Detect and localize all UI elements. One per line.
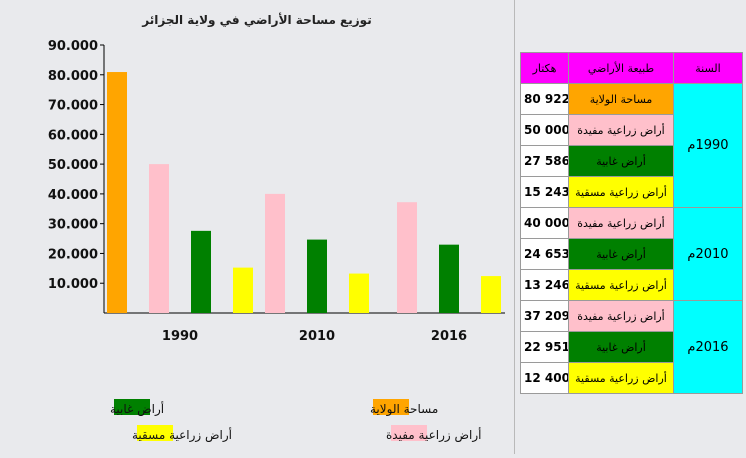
- bar: [439, 244, 459, 313]
- table-row: أراض غابية 27 586: [520, 145, 743, 177]
- bar: [107, 72, 127, 314]
- bar: [265, 193, 285, 313]
- bar: [307, 239, 327, 313]
- legend-label: مساحة الولاية: [370, 402, 438, 417]
- x-tick-label: 1990: [162, 329, 198, 344]
- land-type-cell: أراض زراعية مسقية: [568, 269, 674, 301]
- land-type-cell: أراض زراعية مفيدة: [568, 300, 674, 332]
- bar: [149, 164, 169, 313]
- legend-swatch: [114, 399, 150, 415]
- land-type-cell: أراض غابية: [568, 331, 674, 363]
- table-header-row: السنة طبيعة الأراضي هكتار: [520, 52, 743, 84]
- area-value-cell: 24 653: [520, 238, 569, 270]
- legend-label: أراض غابية: [110, 401, 164, 417]
- legend-swatch: [137, 425, 173, 441]
- bar-chart: توزيع مساحة الأراضي في ولاية الجزائر 90.0…: [48, 12, 505, 443]
- x-tick-label: 2010: [299, 329, 335, 344]
- header-land-type: طبيعة الأراضي: [568, 52, 674, 84]
- bar: [397, 202, 417, 313]
- header-unit: هكتار: [520, 52, 569, 84]
- y-tick-label: 50.000: [48, 158, 98, 173]
- y-tick-label: 40.000: [48, 188, 98, 203]
- y-tick-label: 60.000: [48, 128, 98, 143]
- y-tick-label: 80.000: [48, 69, 98, 84]
- table-row: أراض زراعية مفيدة 50 000: [520, 114, 743, 146]
- y-tick-label: 90.000: [48, 39, 98, 54]
- area-value-cell: 37 209: [520, 300, 569, 332]
- year-cell: 2010م: [673, 207, 743, 301]
- data-table-panel: السنة طبيعة الأراضي هكتار 1990م مساحة الو…: [520, 52, 743, 394]
- table-row: 2016م أراض زراعية مفيدة 37 209: [520, 300, 743, 394]
- land-type-cell: مساحة الولاية: [568, 83, 674, 115]
- bar: [481, 276, 501, 313]
- y-tick-label: 30.000: [48, 218, 98, 233]
- y-tick-label: 10.000: [48, 277, 98, 292]
- header-year: السنة: [673, 52, 743, 84]
- bar: [349, 273, 369, 313]
- area-value-cell: 40 000: [520, 207, 569, 239]
- y-tick-label: 20.000: [48, 247, 98, 262]
- land-type-cell: أراض زراعية مفيدة: [568, 207, 674, 239]
- chart-panel: توزيع مساحة الأراضي في ولاية الجزائر 90.0…: [48, 12, 505, 443]
- area-value-cell: 80 922: [520, 83, 569, 115]
- chart-title: توزيع مساحة الأراضي في ولاية الجزائر: [141, 12, 371, 28]
- bar: [233, 267, 253, 313]
- land-type-cell: أراض غابية: [568, 238, 674, 270]
- area-value-cell: 13 246: [520, 269, 569, 301]
- area-value-cell: 15 243: [520, 176, 569, 208]
- year-cell: 2016م: [673, 300, 743, 394]
- table-row: أراض غابية 22 951: [520, 331, 743, 363]
- table-row: 1990م مساحة الولاية 80 922: [520, 83, 743, 208]
- table-row: أراض زراعية مسقية 15 243: [520, 176, 743, 208]
- table-row: أراض غابية 24 653: [520, 238, 743, 270]
- legend-swatch: [373, 399, 409, 415]
- area-value-cell: 22 951: [520, 331, 569, 363]
- x-tick-label: 2016: [431, 329, 467, 344]
- year-cell: 1990م: [673, 83, 743, 208]
- panel-divider: [514, 0, 515, 454]
- land-type-cell: أراض زراعية مسقية: [568, 362, 674, 394]
- area-value-cell: 50 000: [520, 114, 569, 146]
- area-value-cell: 27 586: [520, 145, 569, 177]
- legend-swatch: [391, 425, 427, 441]
- legend-label: أراض زراعية مفيدة: [386, 427, 481, 443]
- area-value-cell: 12 400: [520, 362, 569, 394]
- table-row: أراض زراعية مسقية 12 400: [520, 362, 743, 394]
- table-row: 2010م أراض زراعية مفيدة 40 000: [520, 207, 743, 301]
- legend-label: أراض زراعية مسقية: [132, 427, 232, 443]
- bar: [191, 230, 211, 313]
- y-tick-label: 70.000: [48, 99, 98, 114]
- land-type-cell: أراض زراعية مسقية: [568, 176, 674, 208]
- land-type-cell: أراض زراعية مفيدة: [568, 114, 674, 146]
- land-type-cell: أراض غابية: [568, 145, 674, 177]
- table-row: أراض زراعية مسقية 13 246: [520, 269, 743, 301]
- land-area-table: السنة طبيعة الأراضي هكتار 1990م مساحة الو…: [520, 52, 743, 394]
